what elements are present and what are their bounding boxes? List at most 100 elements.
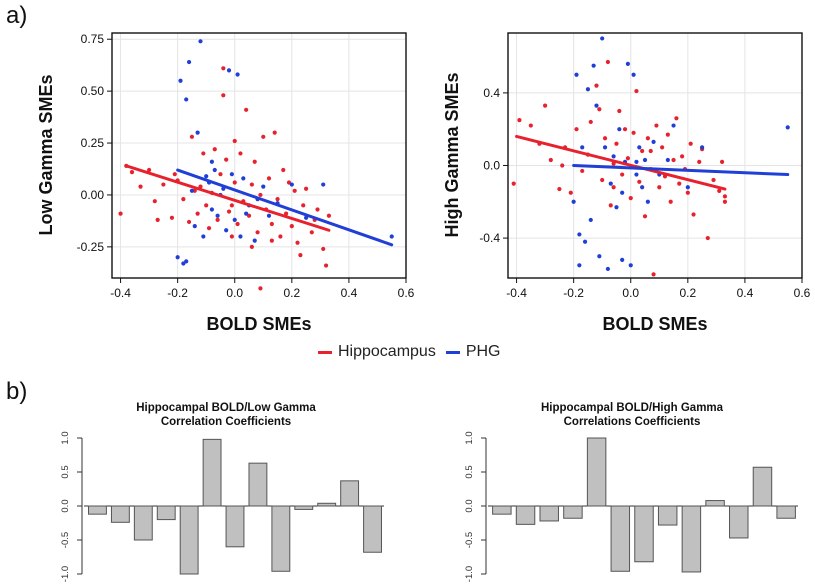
data-point-hippocampus: [614, 141, 619, 146]
legend-label-phg: PHG: [465, 343, 501, 360]
data-point-hippocampus: [594, 83, 599, 88]
data-point-hippocampus: [597, 107, 602, 112]
data-point-hippocampus: [255, 230, 260, 235]
x-tick-label: -0.2: [167, 286, 188, 300]
bar: [681, 505, 702, 573]
y-tick-label: 0.4: [483, 86, 500, 100]
bar: [317, 502, 337, 507]
x-tick-label: 0.2: [283, 286, 300, 300]
data-point-hippocampus: [657, 185, 662, 190]
bar: [110, 505, 130, 523]
data-point-hippocampus: [705, 235, 710, 241]
data-point-hippocampus: [118, 211, 123, 216]
data-point-phg: [577, 263, 582, 268]
bar: [225, 505, 245, 548]
data-point-hippocampus: [574, 127, 579, 132]
data-point-hippocampus: [517, 118, 522, 123]
data-point-hippocampus: [232, 180, 237, 185]
data-point-phg: [252, 238, 257, 243]
data-point-phg: [640, 185, 645, 190]
y-tick-label: 0.00: [81, 188, 105, 202]
data-point-phg: [785, 125, 790, 130]
bar: [363, 505, 382, 553]
data-point-phg: [215, 213, 220, 218]
data-point-hippocampus: [671, 157, 676, 163]
data-point-hippocampus: [620, 172, 625, 177]
data-point-phg: [235, 72, 240, 77]
data-point-phg: [634, 172, 639, 177]
data-point-phg: [266, 213, 272, 218]
data-point-hippocampus: [303, 186, 309, 191]
bar: [776, 505, 796, 519]
bar: [294, 505, 314, 510]
data-point-phg: [591, 63, 596, 68]
data-point-hippocampus: [201, 151, 206, 156]
data-point-hippocampus: [309, 230, 314, 235]
x-tick-label: -0.4: [506, 286, 527, 300]
data-point-phg: [582, 239, 588, 244]
y-tick-label: -0.4: [479, 231, 500, 245]
data-point-hippocampus: [323, 263, 329, 268]
data-point-hippocampus: [568, 190, 573, 195]
data-point-hippocampus: [665, 132, 670, 137]
fit-line-hippocampus: [124, 164, 331, 232]
data-point-phg: [645, 199, 650, 204]
data-point-hippocampus: [295, 240, 300, 245]
x-tick-label: 0.0: [622, 286, 639, 300]
data-point-hippocampus: [229, 203, 234, 208]
data-point-hippocampus: [660, 145, 665, 150]
bar: [610, 505, 631, 572]
data-point-phg: [201, 234, 206, 239]
data-point-hippocampus: [215, 217, 220, 222]
data-point-hippocampus: [511, 181, 516, 186]
bar: [202, 438, 222, 507]
y-tick-label: -1.0: [464, 566, 475, 582]
y-tick-label: 0.0: [483, 158, 500, 172]
data-point-hippocampus: [677, 181, 682, 186]
bar: [340, 480, 360, 507]
data-point-hippocampus: [272, 130, 277, 135]
data-point-phg: [620, 257, 625, 262]
y-tick-label: 0.0: [60, 499, 71, 512]
data-point-phg: [238, 234, 243, 239]
data-point-hippocampus: [138, 184, 143, 189]
data-point-hippocampus: [642, 214, 648, 219]
panel-label-b: b): [6, 378, 28, 405]
bar: [156, 505, 176, 521]
bar: [563, 505, 583, 519]
data-point-hippocampus: [697, 159, 702, 164]
data-point-hippocampus: [298, 253, 303, 258]
data-point-hippocampus: [326, 213, 332, 218]
data-point-phg: [184, 97, 189, 102]
bar: [634, 505, 654, 563]
data-point-hippocampus: [651, 272, 656, 277]
data-point-phg: [597, 254, 602, 259]
data-point-hippocampus: [238, 151, 243, 156]
data-point-hippocampus: [169, 215, 175, 220]
y-axis-label: Low Gamma SMEs: [36, 74, 56, 235]
data-point-hippocampus: [249, 244, 254, 249]
data-point-phg: [209, 159, 215, 164]
data-point-hippocampus: [218, 172, 223, 177]
y-tick-label: 0.5: [464, 465, 475, 478]
data-point-phg: [204, 174, 209, 179]
data-point-hippocampus: [600, 177, 605, 183]
data-point-hippocampus: [691, 212, 696, 217]
data-point-hippocampus: [249, 182, 254, 187]
data-point-phg: [224, 228, 229, 233]
data-point-phg: [605, 266, 611, 272]
y-tick-label: 0.0: [464, 499, 475, 512]
bar: [179, 505, 199, 575]
data-point-phg: [588, 217, 593, 223]
y-tick-label: 1.0: [60, 431, 71, 444]
y-tick-label: 0.75: [81, 32, 105, 46]
y-tick-label: -0.25: [77, 240, 105, 254]
data-point-hippocampus: [155, 217, 160, 222]
data-point-hippocampus: [261, 134, 266, 139]
data-point-phg: [189, 188, 195, 193]
data-point-hippocampus: [224, 157, 229, 162]
data-point-hippocampus: [588, 119, 593, 125]
data-point-phg: [195, 130, 200, 135]
data-point-hippocampus: [722, 194, 728, 199]
bar: [515, 505, 536, 525]
